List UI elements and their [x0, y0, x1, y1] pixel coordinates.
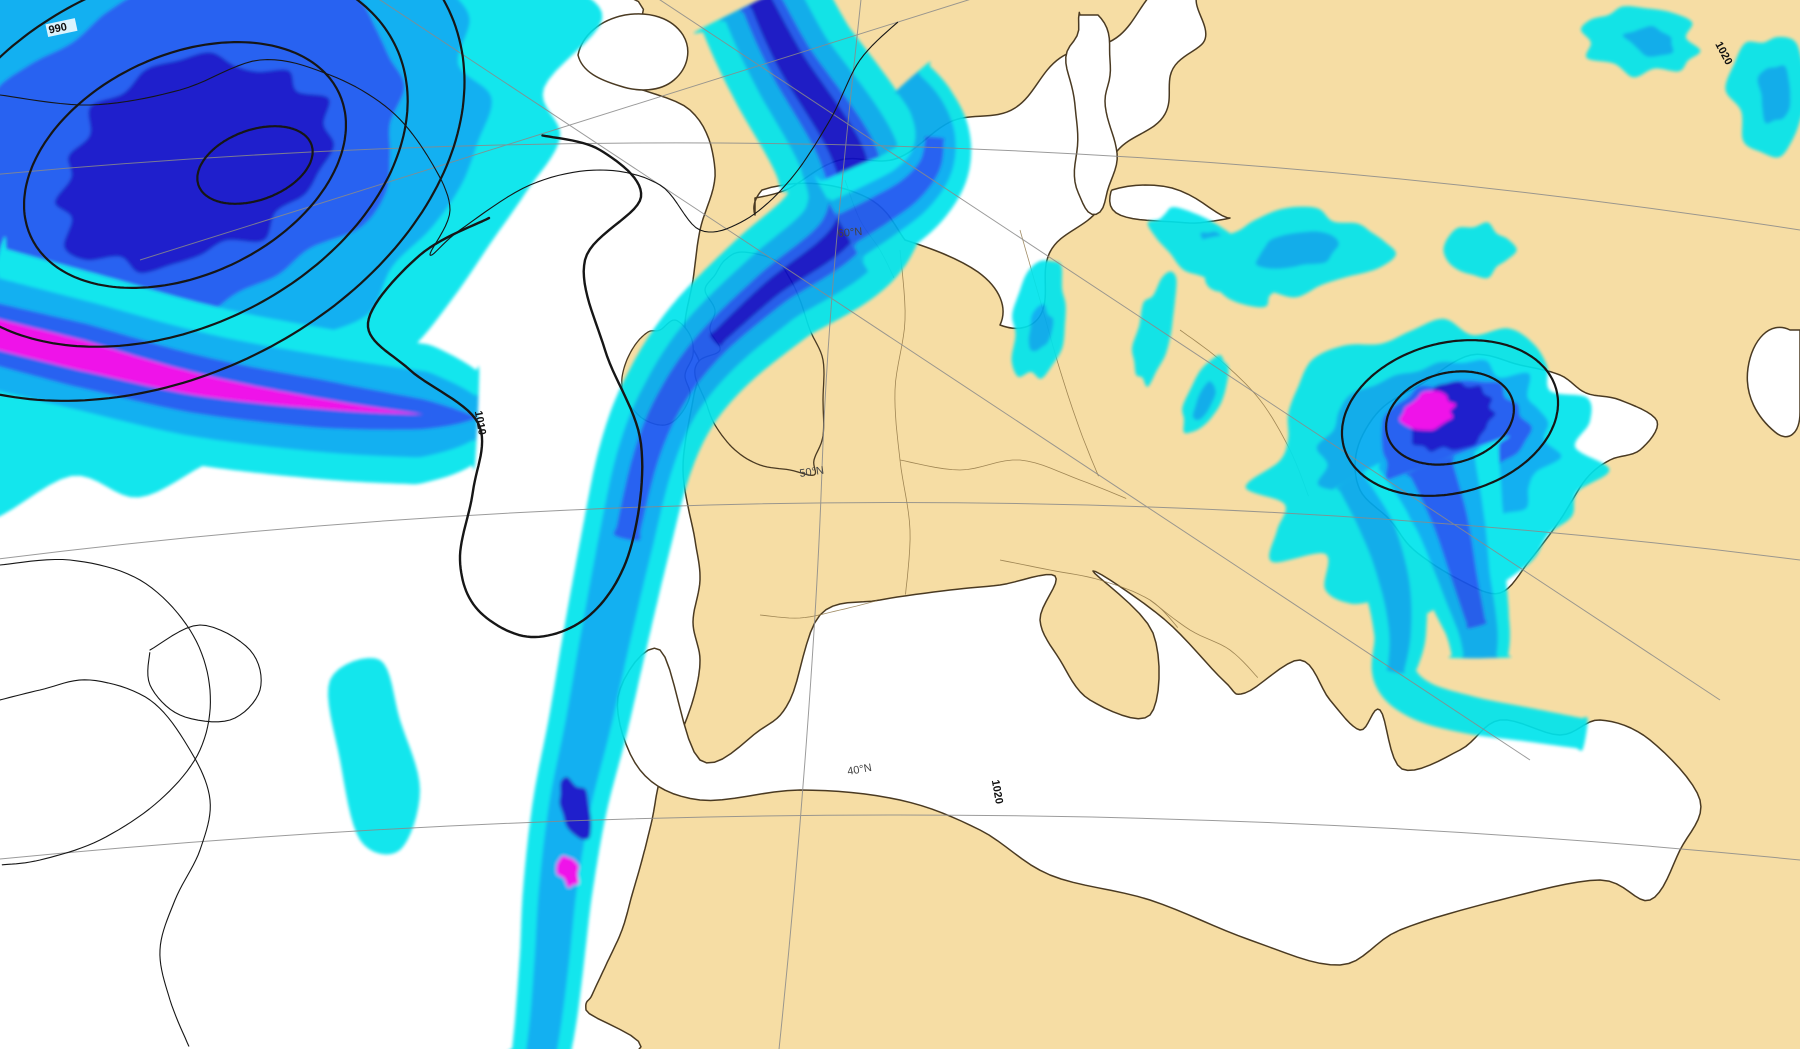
svg-text:60°N: 60°N — [837, 226, 863, 240]
